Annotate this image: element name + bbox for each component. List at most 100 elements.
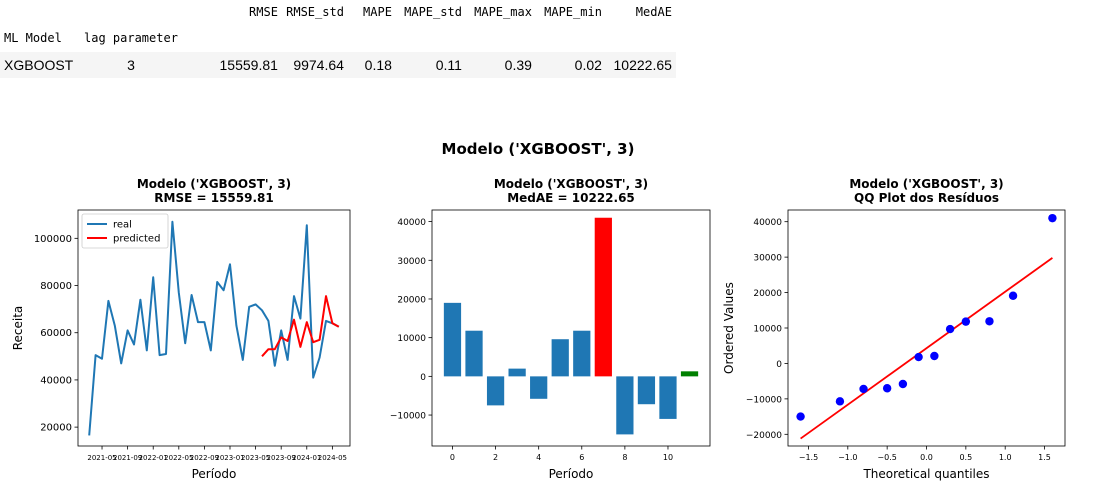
column-header: RMSE [249,5,278,19]
x-tick-label: 0.0 [920,453,933,462]
x-axis-label: Período [192,467,237,481]
x-tick-label: 1.0 [999,453,1012,462]
chart-title: Modelo ('XGBOOST', 3) [137,177,291,191]
column-header: MAPE [363,5,392,19]
bar [443,302,462,377]
bar [594,217,612,377]
x-tick-label: 2023-05 [241,454,270,462]
column-header: MAPE_min [544,5,602,19]
data-point [898,379,908,389]
y-tick-label: −20000 [746,431,782,441]
x-tick-label: 6 [579,453,584,462]
data-point [985,317,994,326]
y-tick-label: 30000 [397,257,426,267]
x-tick-label: 10 [663,453,673,462]
table-cell: 15559.81 [181,52,282,78]
bar-chart-axes: Modelo ('XGBOOST', 3)MedAE = 10222.65 −10… [390,177,711,481]
table-cell: 0.18 [347,52,396,78]
bar [551,339,569,377]
y-tick-label: 60000 [40,328,72,339]
x-tick-label: 2023-01 [215,454,244,462]
bar [616,376,634,435]
legend-label-real: real [113,220,132,231]
series-line-predicted [261,295,340,357]
bar [508,368,526,377]
data-point [930,351,939,361]
column-header: RMSE_std [286,5,344,19]
x-tick-label: 2022-09 [190,454,219,462]
results-dataframe: RMSE RMSE_std MAPE MAPE_std MAPE_max MAP… [0,0,676,78]
x-tick-label: −0.5 [877,453,896,462]
y-axis-label: Ordered Values [722,282,736,374]
x-tick-label: 8 [622,453,627,462]
y-tick-label: 10000 [397,334,426,344]
x-tick-label: 4 [536,453,541,462]
row-index-model: XGBOOST [0,52,80,78]
y-tick-label: 100000 [34,234,72,245]
y-tick-label: 10000 [753,325,782,335]
legend-label-predicted: predicted [113,234,160,245]
data-point [796,412,805,421]
chart-subtitle: RMSE = 15559.81 [154,191,273,205]
x-tick-label: 0.5 [959,453,972,462]
table-cell: 0.39 [465,52,536,78]
series-line-real [88,220,340,436]
index-name: lag parameter [84,31,178,45]
bar [486,376,505,406]
y-tick-label: 40000 [40,375,72,386]
bar [637,376,656,405]
y-tick-label: 80000 [40,281,72,292]
legend-box [81,213,169,249]
fit-line [800,257,1053,440]
x-tick-label: 2021-05 [87,454,116,462]
data-point [882,384,892,393]
axes-frame [431,209,711,447]
chart-title: Modelo ('XGBOOST', 3) [494,177,648,191]
row-index-lag: 3 [80,52,182,78]
bar [659,376,677,419]
column-header: MAPE_std [404,5,462,19]
y-tick-label: 40000 [397,218,426,228]
y-tick-label: 0 [776,360,782,370]
x-tick-label: 2022-01 [139,454,168,462]
table-row: XGBOOST 3 15559.81 9974.64 0.18 0.11 0.3… [0,52,676,78]
bar [465,330,483,377]
x-tick-label: −1.0 [838,453,857,462]
column-header: MedAE [635,5,672,19]
y-tick-label: 0 [420,373,426,383]
y-tick-label: −10000 [746,395,782,405]
x-tick-label: −1.5 [799,453,818,462]
data-point [859,384,868,394]
x-tick-label: 2024-05 [318,454,347,462]
x-tick-label: 2 [493,453,498,462]
chart-title: Modelo ('XGBOOST', 3) [849,177,1003,191]
chart-subtitle: MedAE = 10222.65 [507,191,635,205]
x-tick-label: 1.5 [1038,453,1051,462]
data-point [1048,213,1057,223]
results-table: RMSE RMSE_std MAPE MAPE_std MAPE_max MAP… [0,0,676,78]
x-tick-label: 2022-05 [164,454,193,462]
bar [573,330,591,377]
table-cell: 10222.65 [605,52,676,78]
y-axis-label: Receita [11,306,25,351]
x-tick-label: 2023-09 [267,454,296,462]
table-cell: 0.11 [395,52,466,78]
x-tick-label: 2021-09 [113,454,142,462]
figure-suptitle: Modelo ('XGBOOST', 3) [442,140,635,158]
x-tick-label: 2024-01 [292,454,321,462]
data-point [835,397,845,406]
data-point [961,317,971,326]
y-tick-label: 30000 [753,254,782,264]
index-name: ML Model [4,31,62,45]
table-cell: 0.02 [535,52,606,78]
header-row-index-names: ML Model lag parameter [0,24,676,52]
qq-plot-axes: Modelo ('XGBOOST', 3)QQ Plot dos Resíduo… [722,177,1066,481]
y-tick-label: 40000 [753,218,782,228]
axes-frame [787,209,1066,447]
chart-subtitle: QQ Plot dos Resíduos [854,191,999,205]
header-row-columns: RMSE RMSE_std MAPE MAPE_std MAPE_max MAP… [0,0,676,24]
data-point [1008,291,1018,300]
x-axis-label: Theoretical quantiles [862,467,989,481]
bar [680,371,699,377]
